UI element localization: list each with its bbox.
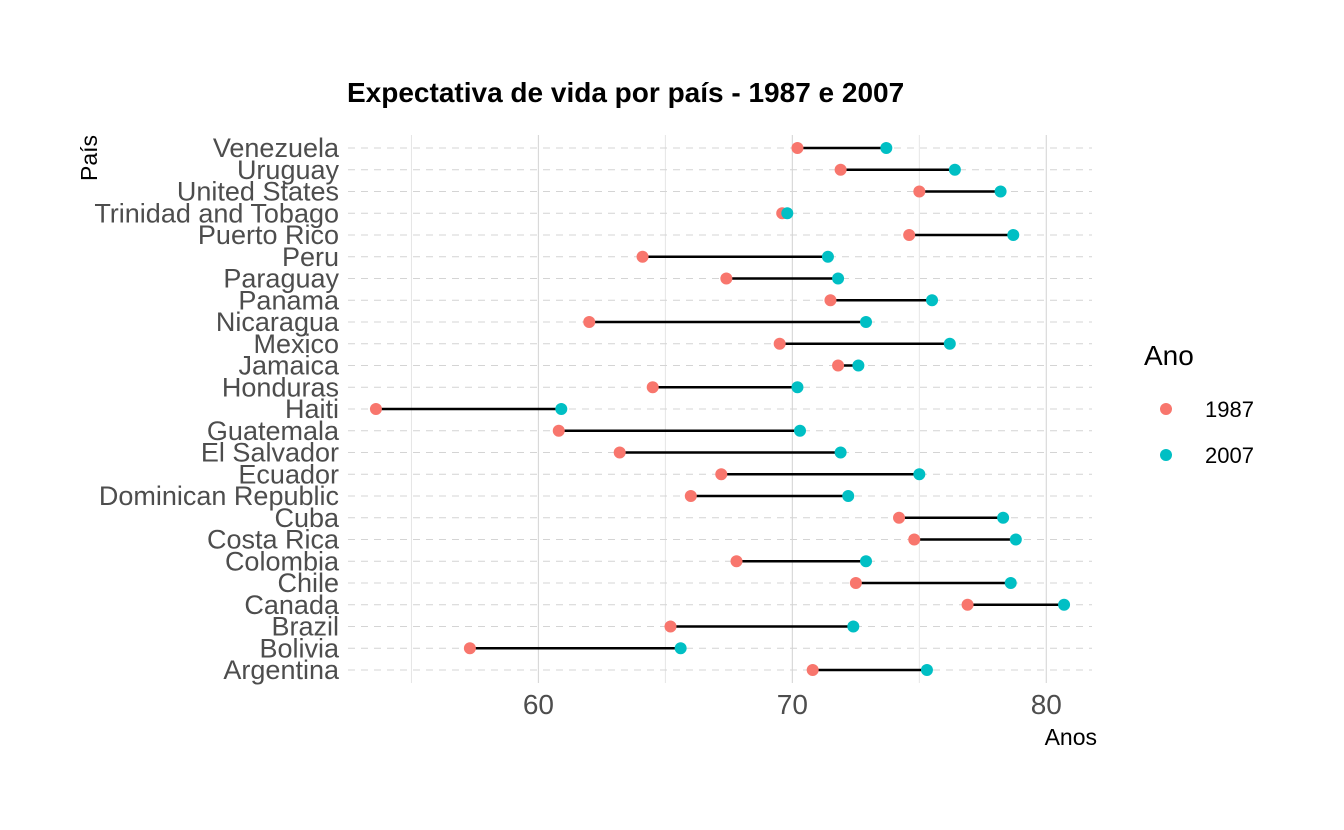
x-tick-labels: 60 70 80: [523, 689, 1062, 720]
point-1987-brazil: [664, 620, 677, 633]
category-label-peru: Peru: [282, 242, 339, 272]
point-1987-dominican-republic: [684, 490, 697, 502]
x-axis-title: Anos: [1045, 724, 1097, 750]
category-label-united-states: United States: [177, 177, 339, 207]
point-2007-brazil: [847, 620, 860, 633]
category-label-mexico: Mexico: [253, 329, 339, 359]
category-label-guatemala: Guatemala: [207, 416, 340, 446]
point-1987-venezuela: [791, 142, 804, 154]
category-label-chile: Chile: [277, 568, 339, 598]
legend-label-1987: 1987: [1205, 397, 1254, 422]
category-label-cuba: Cuba: [274, 503, 340, 533]
point-1987-panama: [824, 294, 837, 307]
segments: [375, 146, 1065, 672]
category-label-canada: Canada: [244, 590, 340, 620]
point-2007-paraguay: [832, 272, 845, 285]
point-1987-nicaragua: [583, 316, 596, 328]
point-2007-canada: [1058, 598, 1071, 611]
point-1987-ecuador: [715, 468, 728, 481]
point-1987-peru: [636, 250, 649, 263]
category-label-argentina: Argentina: [223, 655, 340, 685]
chart-title: Expectativa de vida por país - 1987 e 20…: [347, 77, 904, 108]
category-label-haiti: Haiti: [285, 394, 339, 424]
category-label-honduras: Honduras: [222, 372, 339, 402]
y-axis-title: País: [76, 135, 102, 181]
x-tick-label-60: 60: [523, 689, 554, 720]
point-2007-jamaica: [852, 359, 865, 372]
point-1987-bolivia: [463, 642, 476, 655]
category-label-puerto-rico: Puerto Rico: [198, 220, 339, 250]
point-2007-united-states: [994, 185, 1007, 198]
point-1987-puerto-rico: [903, 229, 916, 241]
point-1987-chile: [849, 577, 862, 589]
point-1987-guatemala: [552, 424, 565, 437]
legend-key-2007: [1160, 449, 1172, 461]
category-label-nicaragua: Nicaragua: [216, 307, 340, 337]
point-1987-colombia: [730, 555, 743, 568]
category-label-trinidad-and-tobago: Trinidad and Tobago: [94, 198, 339, 228]
category-label-dominican-republic: Dominican Republic: [99, 481, 339, 511]
point-2007-el-salvador: [834, 446, 847, 459]
point-1987-el-salvador: [613, 446, 626, 459]
category-label-el-salvador: El Salvador: [201, 438, 339, 468]
point-2007-trinidad-and-tobago: [781, 207, 794, 220]
point-2007-guatemala: [793, 424, 806, 437]
point-2007-uruguay: [948, 163, 961, 176]
point-1987-united-states: [913, 185, 926, 198]
point-2007-mexico: [943, 337, 956, 350]
point-2007-bolivia: [674, 642, 687, 655]
point-2007-dominican-republic: [842, 490, 855, 502]
point-2007-costa-rica: [1009, 533, 1022, 546]
point-2007-colombia: [860, 555, 873, 568]
x-tick-label-70: 70: [777, 689, 808, 720]
points: [369, 142, 1071, 676]
x-tick-label-80: 80: [1031, 689, 1062, 720]
point-2007-cuba: [997, 511, 1010, 524]
legend-key-1987: [1160, 403, 1172, 415]
category-label-brazil: Brazil: [271, 612, 339, 642]
point-1987-mexico: [773, 337, 786, 350]
category-label-paraguay: Paraguay: [223, 264, 339, 294]
point-1987-haiti: [369, 403, 382, 415]
category-label-colombia: Colombia: [225, 546, 340, 576]
point-1987-argentina: [806, 664, 819, 676]
point-1987-jamaica: [832, 359, 845, 372]
category-label-jamaica: Jamaica: [238, 351, 340, 381]
point-1987-cuba: [893, 511, 906, 524]
point-2007-peru: [821, 250, 834, 263]
point-1987-costa-rica: [908, 533, 921, 546]
point-2007-haiti: [555, 403, 568, 415]
point-1987-uruguay: [834, 163, 847, 176]
category-label-costa-rica: Costa Rica: [207, 525, 340, 555]
point-2007-honduras: [791, 381, 804, 394]
point-2007-chile: [1004, 577, 1017, 589]
category-label-panama: Panama: [238, 285, 340, 315]
category-label-bolivia: Bolivia: [259, 633, 340, 663]
point-2007-nicaragua: [860, 316, 873, 328]
point-2007-puerto-rico: [1007, 229, 1020, 241]
legend-title: Ano: [1144, 340, 1194, 371]
category-label-venezuela: Venezuela: [213, 133, 340, 163]
category-label-ecuador: Ecuador: [238, 459, 339, 489]
point-2007-venezuela: [880, 142, 893, 154]
point-2007-argentina: [920, 664, 933, 676]
point-1987-canada: [961, 598, 974, 611]
point-1987-paraguay: [720, 272, 733, 285]
point-1987-honduras: [646, 381, 659, 394]
legend-label-2007: 2007: [1205, 443, 1254, 468]
point-2007-ecuador: [913, 468, 926, 481]
point-2007-panama: [926, 294, 939, 307]
legend: Ano 1987 2007: [1144, 340, 1254, 468]
category-label-uruguay: Uruguay: [237, 155, 340, 185]
